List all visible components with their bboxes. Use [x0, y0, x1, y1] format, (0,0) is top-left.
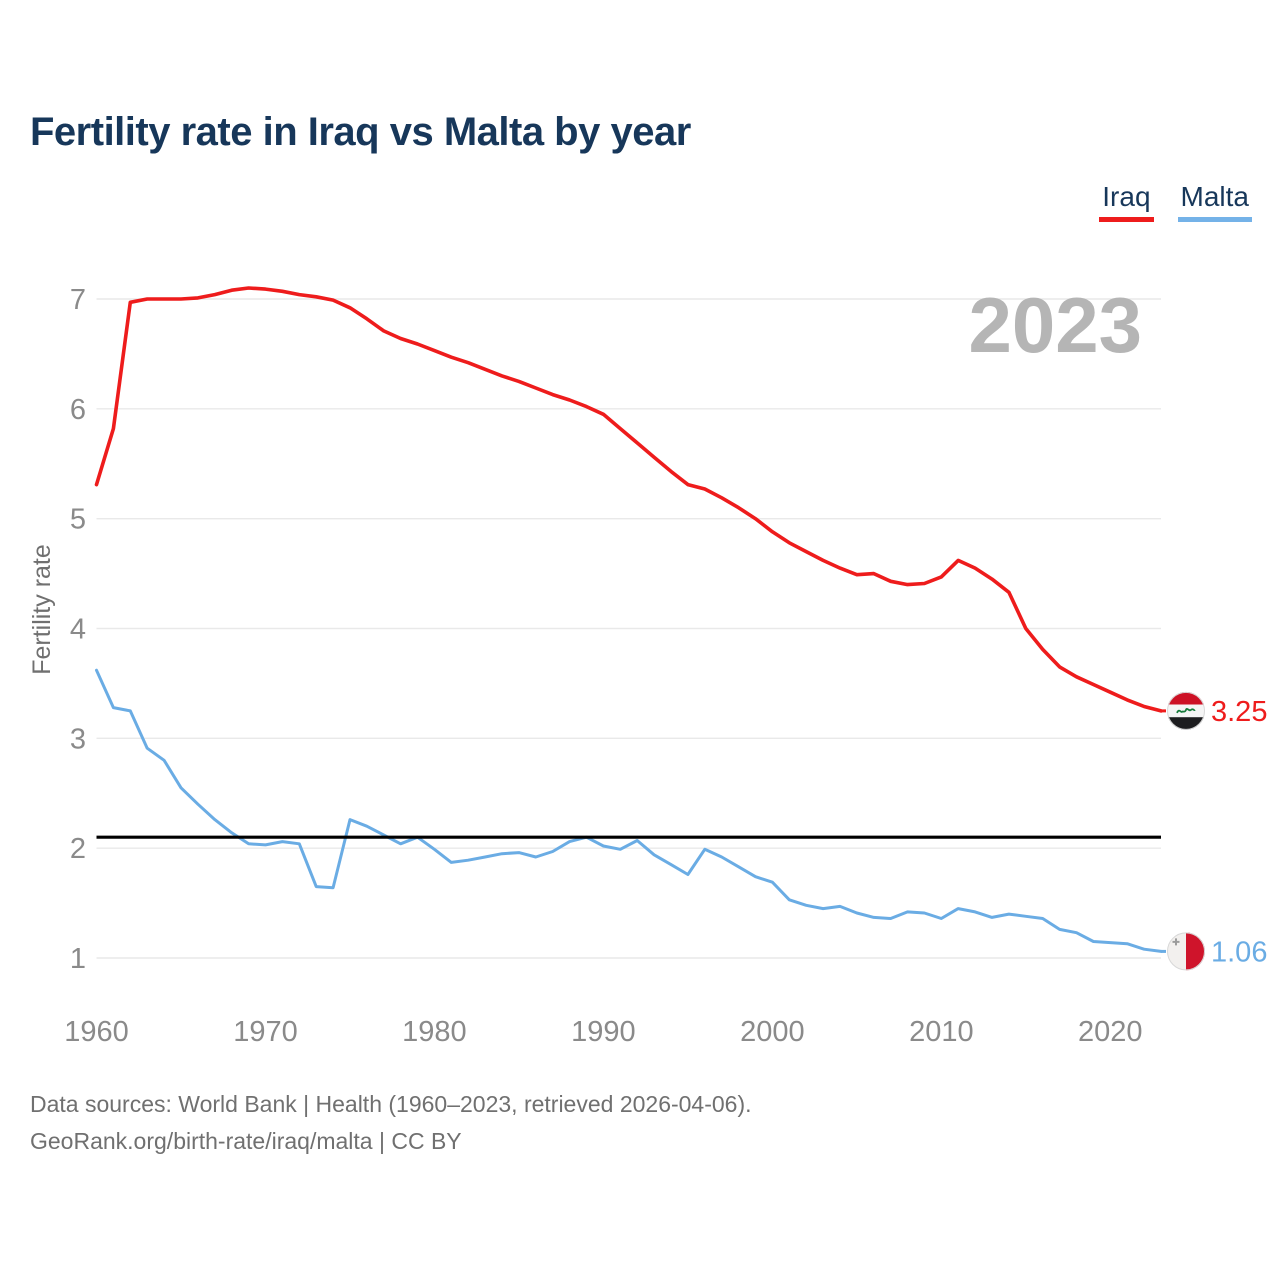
page-title: Fertility rate in Iraq vs Malta by year: [30, 110, 691, 154]
legend-item-iraq[interactable]: Iraq: [1099, 181, 1154, 222]
y-axis-title: Fertility rate: [28, 544, 56, 675]
watermark-year-label: 2023: [968, 281, 1142, 369]
footer-license-line: GeoRank.org/birth-rate/iraq/malta | CC B…: [30, 1128, 462, 1154]
x-tick-label-1960: 1960: [64, 1016, 129, 1048]
x-tick-label-1980: 1980: [402, 1016, 467, 1048]
x-tick-label-2010: 2010: [909, 1016, 974, 1048]
x-tick-label-2020: 2020: [1078, 1016, 1143, 1048]
y-tick-label-7: 7: [70, 284, 86, 316]
y-tick-label-2: 2: [70, 833, 86, 865]
footer-source-line: Data sources: World Bank | Health (1960–…: [30, 1091, 752, 1117]
iraq-line[interactable]: [94, 286, 1163, 713]
y-tick-label-6: 6: [70, 394, 86, 426]
x-tick-label-1970: 1970: [233, 1016, 298, 1048]
y-tick-label-3: 3: [70, 723, 86, 755]
y-tick-label-1: 1: [70, 943, 86, 975]
y-tick-label-5: 5: [70, 504, 86, 536]
x-tick-label-1990: 1990: [571, 1016, 636, 1048]
y-tick-label-4: 4: [70, 614, 86, 646]
legend-item-iraq-label: Iraq: [1102, 181, 1151, 212]
x-tick-label-2000: 2000: [740, 1016, 805, 1048]
iraq-flag-icon: [1167, 691, 1205, 730]
chart-footer: Data sources: World Bank | Health (1960–…: [30, 1086, 752, 1160]
legend-item-malta[interactable]: Malta: [1177, 181, 1252, 222]
iraq-end-value: 3.25: [1211, 696, 1267, 728]
legend-item-malta-label: Malta: [1180, 181, 1249, 212]
malta-end-value: 1.06: [1211, 936, 1267, 968]
malta-line[interactable]: [95, 668, 1163, 953]
malta-flag-icon: [1167, 932, 1205, 971]
legend: Iraq Malta: [1099, 181, 1252, 222]
